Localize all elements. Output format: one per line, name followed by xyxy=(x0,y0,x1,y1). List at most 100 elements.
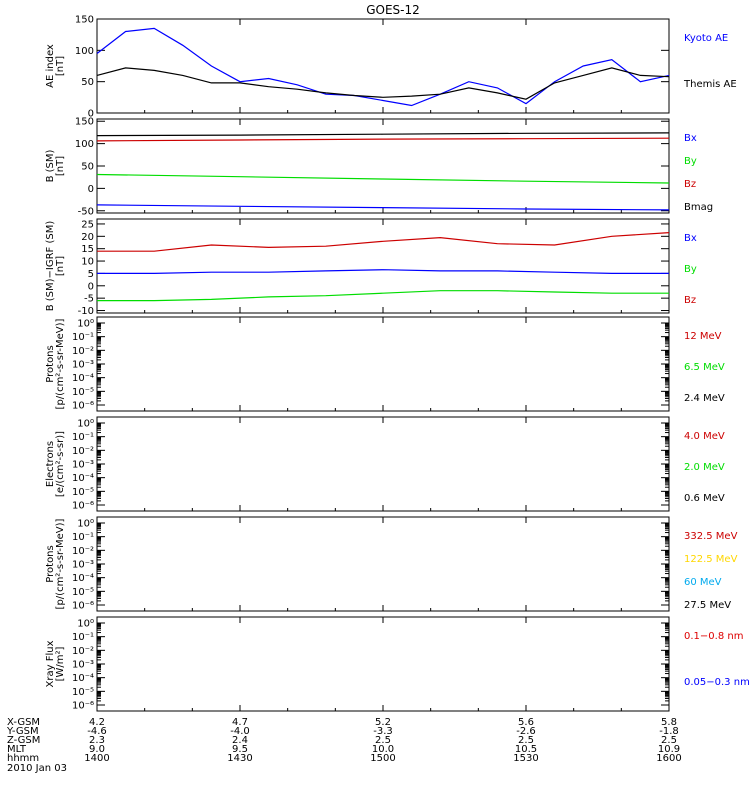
y-tick-label: 10⁻⁵ xyxy=(72,487,94,498)
footer-value: 5.6 xyxy=(518,717,534,728)
y-axis-label-line: Protons xyxy=(45,545,56,582)
legend-entry: 332.5 MeV xyxy=(684,531,738,542)
y-axis-label-line: B (SM)−IGRF (SM) xyxy=(45,221,56,312)
series-line-by xyxy=(96,173,670,184)
legend-entry: Bx xyxy=(684,233,697,244)
y-tick-label: 50 xyxy=(81,77,94,88)
y-tick-label: 10⁻² xyxy=(72,346,94,357)
panel-2: 150 100 50 0 -50 B (SM)[nT] Bx By Bz Bmag xyxy=(45,117,713,218)
y-axis-label: Protons[p/(cm²-s-sr-MeV)] xyxy=(45,518,66,609)
y-tick-label: 10⁻³ xyxy=(72,660,94,671)
y-axis-label-line: AE index xyxy=(45,44,56,88)
y-tick-label: 15 xyxy=(81,244,94,255)
footer-row-label: Y-GSM xyxy=(6,726,39,737)
y-axis-label: Protons[p/(cm²-s-sr-MeV)] xyxy=(45,318,66,409)
series-line-themis-ae xyxy=(96,67,670,100)
footer-value: 4.7 xyxy=(232,717,248,728)
y-tick-label: 10⁻² xyxy=(72,646,94,657)
panel-7: 10⁰ 10⁻¹ 10⁻² 10⁻³ 10⁻⁴ 10⁻⁵ 10⁻⁶ Xray Flux[W/m… xyxy=(45,616,750,712)
footer-value: 5.2 xyxy=(375,717,391,728)
y-tick-label: 10⁻² xyxy=(72,546,94,557)
y-axis-label-line: [W/m²] xyxy=(55,646,66,681)
legend-entry: Kyoto AE xyxy=(684,33,728,44)
y-tick-label: 10⁻⁵ xyxy=(72,387,94,398)
y-axis-label-line: [nT] xyxy=(55,56,66,76)
y-tick-label: 10⁰ xyxy=(77,519,94,530)
y-tick-label: 10⁰ xyxy=(77,319,94,330)
footer-value: 10.9 xyxy=(658,744,680,755)
y-axis-label: Xray Flux[W/m²] xyxy=(45,640,66,687)
legend-entry: 27.5 MeV xyxy=(684,600,731,611)
legend-entry: Bmag xyxy=(684,202,713,213)
panel-5: 10⁰ 10⁻¹ 10⁻² 10⁻³ 10⁻⁴ 10⁻⁵ 10⁻⁶ Electrons[e/(… xyxy=(45,416,725,512)
y-axis-label-line: Xray Flux xyxy=(45,640,56,687)
footer-value: 1530 xyxy=(513,753,538,764)
y-tick-label: 0 xyxy=(88,184,94,195)
y-tick-label: 100 xyxy=(75,46,94,57)
footer-value: -1.8 xyxy=(659,726,679,737)
panel-6: 10⁰ 10⁻¹ 10⁻² 10⁻³ 10⁻⁴ 10⁻⁵ 10⁻⁶ Protons[p/(cm… xyxy=(45,516,738,612)
y-axis-label: Electrons[e/(cm²-s-sr)] xyxy=(45,431,66,497)
y-tick-label: 0 xyxy=(88,281,94,292)
y-tick-label: 10⁻³ xyxy=(72,560,94,571)
y-tick-label: 10 xyxy=(81,257,94,268)
y-tick-label: 10⁻⁵ xyxy=(72,587,94,598)
y-axis-label: B (SM)−IGRF (SM)[nT] xyxy=(45,221,66,312)
footer-value: 10.5 xyxy=(515,744,537,755)
footer-value: 2.5 xyxy=(375,735,391,746)
y-tick-label: 150 xyxy=(75,117,94,128)
y-axis-label-line: [e/(cm²-s-sr)] xyxy=(55,431,66,497)
legend-entry: 0.6 MeV xyxy=(684,493,725,504)
y-tick-label: 10⁻¹ xyxy=(72,532,94,543)
footer-value: 4.2 xyxy=(89,717,105,728)
legend-entry: 6.5 MeV xyxy=(684,362,725,373)
panel-frame xyxy=(96,616,670,712)
legend-entry: 0.05−0.3 nm xyxy=(684,677,750,688)
y-tick-label: 150 xyxy=(75,15,94,26)
series-line-kyoto-ae xyxy=(96,27,670,107)
footer-row-label: 2010 Jan 03 xyxy=(7,763,67,774)
footer-value: 2.5 xyxy=(661,735,677,746)
y-tick-label: 100 xyxy=(75,139,94,150)
y-tick-label: 10⁻⁵ xyxy=(72,687,94,698)
y-tick-label: 10⁻⁴ xyxy=(72,473,94,484)
panel-1: 150 100 50 0 AE index[nT] Kyoto AE Themis AE xyxy=(45,15,737,120)
footer-value: 1400 xyxy=(84,753,109,764)
series-line-by xyxy=(97,290,669,302)
legend-entry: 12 MeV xyxy=(684,331,722,342)
panel-frame xyxy=(96,316,670,412)
y-tick-label: -10 xyxy=(78,306,94,317)
panel-4: 10⁰ 10⁻¹ 10⁻² 10⁻³ 10⁻⁴ 10⁻⁵ 10⁻⁶ Protons[p/(cm… xyxy=(45,316,725,412)
y-tick-label: 10⁻⁶ xyxy=(72,701,94,712)
y-tick-label: 10⁻⁶ xyxy=(72,501,94,512)
footer-value: 1430 xyxy=(227,753,252,764)
footer-row-label: hhmm xyxy=(7,753,39,764)
legend-entry: 2.0 MeV xyxy=(684,462,725,473)
y-axis-label-line: [p/(cm²-s-sr-MeV)] xyxy=(55,518,66,609)
y-tick-label: 10⁻⁴ xyxy=(72,573,94,584)
y-axis-label-line: Protons xyxy=(45,345,56,382)
y-tick-label: 10⁻⁴ xyxy=(72,373,94,384)
y-tick-label: 10⁻⁶ xyxy=(72,401,94,412)
legend-entry: Bz xyxy=(684,295,696,306)
y-axis-label: AE index[nT] xyxy=(45,44,66,88)
y-tick-label: 10⁻¹ xyxy=(72,632,94,643)
y-tick-label: 50 xyxy=(81,162,94,173)
series-line-bx xyxy=(97,269,669,274)
footer-value: 9.5 xyxy=(232,744,248,755)
footer-value: 2.4 xyxy=(232,735,248,746)
panel-frame xyxy=(96,516,670,612)
legend-entry: Themis AE xyxy=(683,79,737,90)
y-tick-label: 10⁻¹ xyxy=(72,432,94,443)
y-tick-label: 0 xyxy=(88,109,94,120)
plot-title: GOES-12 xyxy=(366,3,420,17)
y-tick-label: 10⁻⁴ xyxy=(72,673,94,684)
footer-value: 2.5 xyxy=(518,735,534,746)
footer-value: 5.8 xyxy=(661,717,677,728)
y-tick-label: 10⁰ xyxy=(77,619,94,630)
footer-value: 1500 xyxy=(370,753,395,764)
y-tick-label: 10⁻² xyxy=(72,446,94,457)
